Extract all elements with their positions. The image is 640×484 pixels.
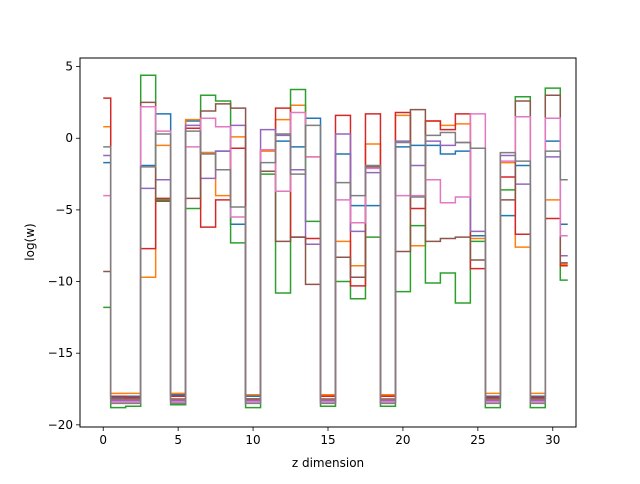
y-axis-label: log(w) <box>23 223 37 260</box>
x-axis-label: z dimension <box>292 456 364 470</box>
ticks-layer: 0 5 10 15 20 25 30 −20 −15 −10 −5 0 5 <box>48 60 561 447</box>
x-tick-label: 30 <box>545 433 560 447</box>
y-tick-label: −20 <box>48 418 73 432</box>
series-layer <box>103 74 568 409</box>
x-tick-label: 15 <box>320 433 335 447</box>
series-line-7 <box>103 124 568 405</box>
x-tick-label: 5 <box>174 433 182 447</box>
x-tick-label: 20 <box>395 433 410 447</box>
x-tick-label: 10 <box>245 433 260 447</box>
y-tick-label: −15 <box>48 346 73 360</box>
x-tick-label: 0 <box>99 433 107 447</box>
y-tick-label: −10 <box>48 275 73 289</box>
y-tick-label: 0 <box>65 131 73 145</box>
y-tick-label: 5 <box>65 60 73 74</box>
plot-frame <box>79 57 577 428</box>
y-tick-label: −5 <box>55 203 73 217</box>
x-tick-label: 25 <box>470 433 485 447</box>
